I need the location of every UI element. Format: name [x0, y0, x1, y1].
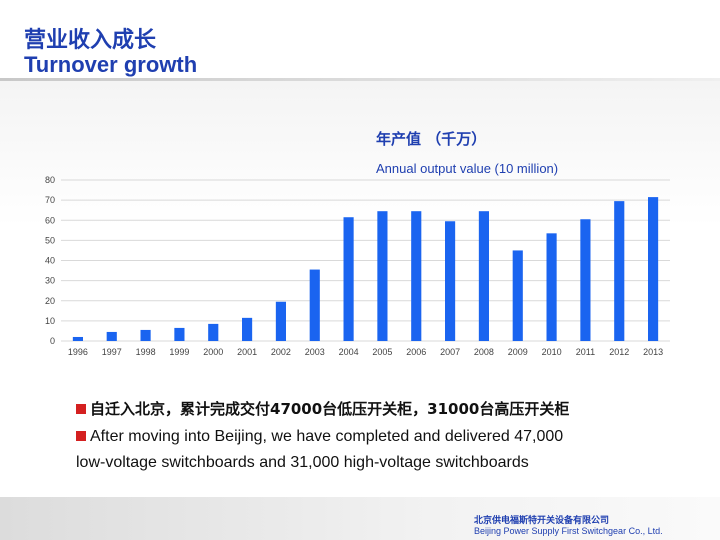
- bar-1999: [174, 327, 185, 341]
- bar-2007: [445, 221, 456, 341]
- bar-2003: [309, 269, 320, 341]
- bar-2011: [580, 219, 591, 341]
- x-tick-label: 2001: [237, 347, 257, 357]
- bar-2010: [546, 233, 557, 341]
- bar-2002: [275, 301, 286, 341]
- y-tick-label: 0: [50, 336, 55, 346]
- bar-2004: [343, 217, 354, 341]
- page-title-chinese: 营业收入成长: [24, 28, 157, 53]
- bar-2013: [648, 197, 659, 341]
- chart-subtitle: Annual output value (10 million): [376, 161, 559, 176]
- footer-company-english: Beijing Power Supply First Switchgear Co…: [474, 526, 663, 536]
- y-tick-label: 80: [45, 175, 55, 185]
- x-tick-label: 2006: [406, 347, 426, 357]
- y-tick-label: 20: [45, 296, 55, 306]
- bar-1996: [72, 336, 83, 341]
- x-tick-label: 2009: [508, 347, 528, 357]
- x-tick-label: 1999: [169, 347, 189, 357]
- page-title-english: Turnover growth: [24, 52, 198, 77]
- y-tick-label: 30: [45, 276, 55, 286]
- x-tick-label: 2013: [643, 347, 663, 357]
- bar-2000: [208, 323, 219, 341]
- y-tick-label: 50: [45, 235, 55, 245]
- bar-2008: [478, 211, 489, 341]
- y-tick-label: 70: [45, 195, 55, 205]
- x-tick-label: 2003: [305, 347, 325, 357]
- x-tick-label: 1996: [68, 347, 88, 357]
- x-tick-label: 2010: [542, 347, 562, 357]
- x-tick-label: 2004: [339, 347, 359, 357]
- y-tick-label: 60: [45, 215, 55, 225]
- bar-2012: [614, 201, 625, 341]
- footer-company-chinese: 北京供电福斯特开关设备有限公司: [474, 516, 610, 526]
- x-tick-label: 2007: [440, 347, 460, 357]
- slide-footer: [0, 497, 720, 540]
- x-tick-label: 2012: [609, 347, 629, 357]
- y-tick-label: 10: [45, 316, 55, 326]
- bar-1998: [140, 329, 151, 341]
- bullet-text-chinese: 自迁入北京，累计完成交付47000台低压开关柜，31000台高压开关柜: [90, 400, 570, 418]
- bar-2009: [512, 250, 523, 341]
- bullet-item-english: After moving into Beijing, we have compl…: [76, 428, 563, 446]
- bullet-square-icon: [76, 431, 86, 441]
- bullet-item-chinese: 自迁入北京，累计完成交付47000台低压开关柜，31000台高压开关柜: [76, 398, 569, 419]
- x-tick-label: 2002: [271, 347, 291, 357]
- x-tick-label: 1997: [102, 347, 122, 357]
- x-tick-label: 2000: [203, 347, 223, 357]
- x-tick-label: 2005: [372, 347, 392, 357]
- slide-content: [0, 81, 720, 497]
- bar-1997: [106, 331, 117, 341]
- chart-title: 年产值 （千万）: [376, 130, 487, 148]
- x-tick-label: 1998: [136, 347, 156, 357]
- slide-header: 营业收入成长 Turnover growth: [0, 0, 720, 80]
- bar-chart: 0 10 20 30 40 50 60 70 80 1996 1997 1998 1999 2000 200…: [45, 175, 670, 357]
- header-divider: [0, 78, 720, 81]
- bar-2001: [242, 317, 253, 341]
- x-tick-label: 2008: [474, 347, 494, 357]
- bar-2006: [411, 211, 422, 341]
- bullet-square-icon: [76, 404, 86, 414]
- y-tick-label: 40: [45, 256, 55, 266]
- bullet-text-english-line1: After moving into Beijing, we have compl…: [90, 428, 564, 445]
- x-tick-label: 2011: [576, 347, 595, 357]
- bullet-text-english-line2: low-voltage switchboards and 31,000 high…: [76, 454, 529, 471]
- bar-2005: [377, 211, 388, 341]
